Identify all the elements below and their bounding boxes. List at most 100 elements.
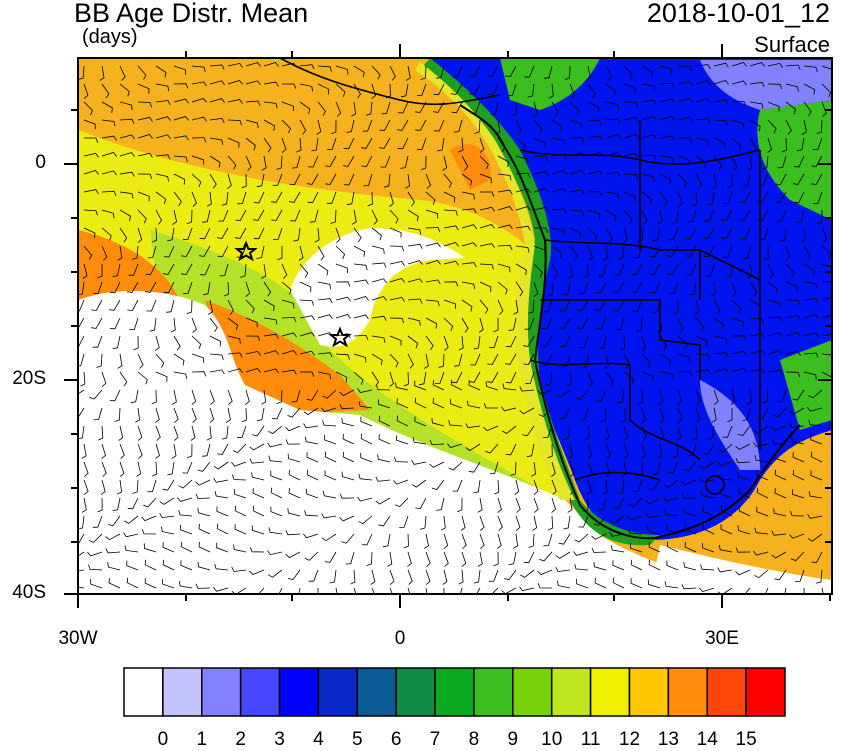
wind-barb xyxy=(198,245,211,257)
colorbar-label-8: 8 xyxy=(468,729,480,750)
wind-barb xyxy=(515,497,521,513)
wind-barb xyxy=(523,335,535,347)
wind-barb xyxy=(450,379,463,391)
wind-barb xyxy=(261,155,267,171)
wind-barb xyxy=(443,173,452,188)
wind-barb xyxy=(605,371,614,387)
wind-barb xyxy=(253,227,265,240)
wind-barb xyxy=(98,425,104,441)
wind-barb xyxy=(245,80,261,86)
wind-barb xyxy=(767,62,783,68)
wind-barb xyxy=(720,505,733,517)
wind-barb xyxy=(209,389,215,405)
colorbar-box-7 xyxy=(395,667,436,717)
wind-barb xyxy=(617,479,625,494)
wind-barb xyxy=(695,155,707,168)
wind-barb xyxy=(515,206,531,211)
wind-barb xyxy=(515,155,529,165)
wind-barb xyxy=(155,371,168,382)
wind-barb xyxy=(281,101,294,112)
wind-barb xyxy=(541,335,553,347)
clean-air-center xyxy=(290,228,465,347)
wind-barb xyxy=(754,569,769,579)
wind-barb xyxy=(747,263,753,279)
wind-barb xyxy=(209,80,225,86)
wind-barb xyxy=(273,227,283,240)
wind-barb xyxy=(88,564,103,571)
wind-barb xyxy=(97,497,103,513)
wind-barb xyxy=(613,299,625,312)
wind-barb xyxy=(119,152,135,157)
wind-barb xyxy=(400,155,409,169)
wind-barb xyxy=(277,246,283,261)
wind-barb xyxy=(155,173,169,182)
wind-barb xyxy=(317,65,332,72)
wind-barb xyxy=(180,524,193,535)
wind-barb xyxy=(641,134,657,140)
wind-barb xyxy=(288,191,301,203)
wind-barb xyxy=(699,587,715,593)
colorbar-box-4 xyxy=(278,667,320,717)
wind-barb xyxy=(538,407,553,417)
colorbar-label-5: 5 xyxy=(351,729,363,750)
wind-barb xyxy=(555,567,571,573)
wind-barb xyxy=(78,407,85,419)
wind-barb xyxy=(657,317,663,333)
wind-barb xyxy=(155,83,170,92)
wind-barb xyxy=(431,479,445,490)
wind-barb xyxy=(335,263,348,274)
wind-barb xyxy=(227,155,237,170)
wind-barb xyxy=(137,83,150,94)
wind-barb xyxy=(587,443,593,459)
wind-barb xyxy=(81,497,87,513)
wind-barb xyxy=(645,497,661,505)
wind-barb xyxy=(533,155,548,162)
wind-barb xyxy=(669,281,679,294)
wind-barb xyxy=(641,371,654,382)
wind-barb xyxy=(414,416,427,427)
wind-barb xyxy=(713,389,719,405)
wind-barb xyxy=(713,299,721,315)
wind-barb xyxy=(117,353,123,369)
wind-barb xyxy=(245,317,258,328)
wind-barb xyxy=(425,279,441,285)
marker-star-2 xyxy=(328,326,352,348)
wind-barb xyxy=(614,263,625,276)
wind-barb xyxy=(811,173,823,185)
wind-barb xyxy=(267,550,283,556)
wind-barb xyxy=(514,479,520,495)
wind-barb xyxy=(657,443,663,459)
wind-barb xyxy=(731,299,742,314)
wind-barb xyxy=(360,416,373,427)
wind-barb xyxy=(663,496,679,502)
colorbar-box-3 xyxy=(239,667,281,717)
wind-barb xyxy=(461,224,477,229)
wind-barb xyxy=(425,242,441,248)
wind-barb xyxy=(443,587,445,594)
wind-barb xyxy=(720,524,733,535)
wind-barb xyxy=(78,586,85,589)
wind-barb xyxy=(317,587,319,594)
wind-barb xyxy=(479,515,485,531)
wind-barb xyxy=(146,299,157,312)
wind-barb xyxy=(567,497,573,513)
wind-barb xyxy=(785,263,795,278)
wind-barb xyxy=(370,569,376,585)
wind-barb xyxy=(342,451,355,463)
wind-barb xyxy=(731,137,742,151)
wind-barb xyxy=(231,587,247,594)
wind-barb xyxy=(623,134,639,139)
wind-barb xyxy=(667,263,679,275)
wind-barb xyxy=(195,493,211,499)
wind-barb xyxy=(181,245,193,257)
wind-barb xyxy=(197,461,211,472)
wind-barb xyxy=(346,191,355,206)
wind-barb xyxy=(773,407,787,418)
wind-barb xyxy=(119,227,128,243)
wind-barb xyxy=(216,523,229,535)
wind-barb xyxy=(713,80,729,85)
wind-barb xyxy=(505,65,517,78)
wind-barb xyxy=(195,583,211,589)
colorbar-box-14 xyxy=(667,667,708,717)
wind-barb xyxy=(605,461,611,477)
